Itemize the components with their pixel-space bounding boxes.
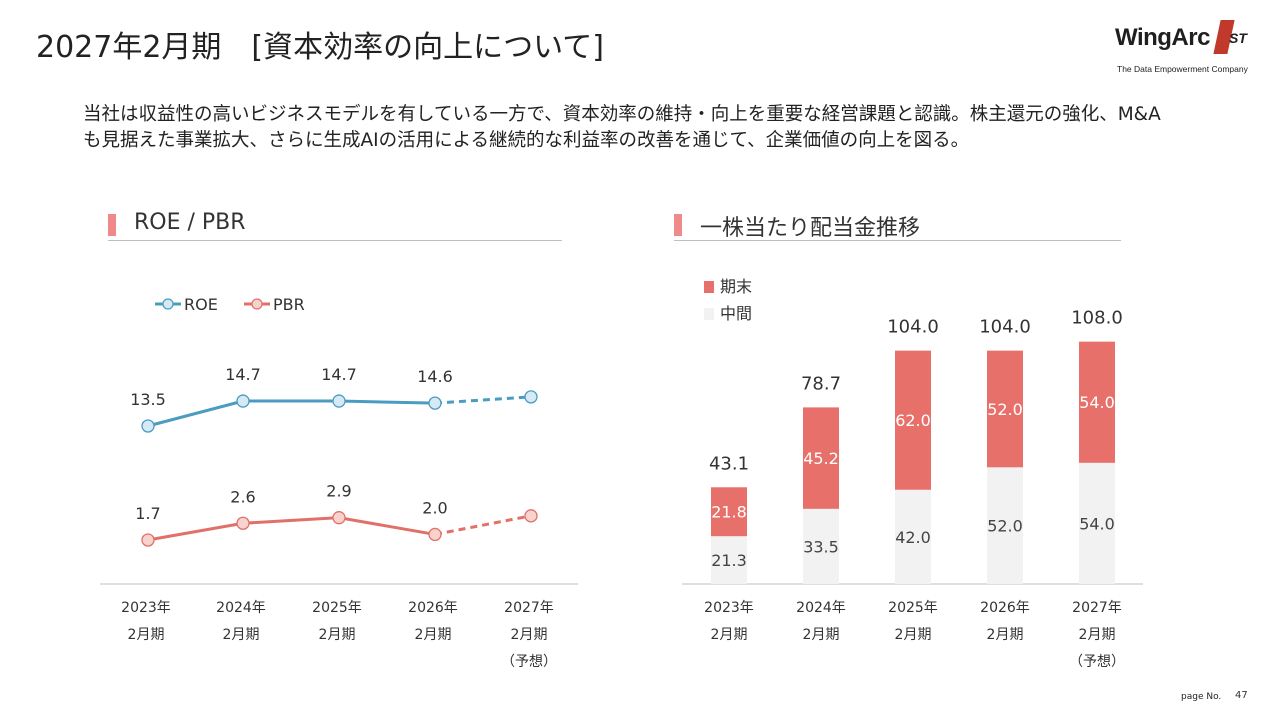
bar-total-label: 104.0 xyxy=(979,317,1031,338)
data-point-pbr xyxy=(428,527,442,542)
x-tick-label: 2月期 xyxy=(987,627,1024,643)
x-tick-label: 2月期 xyxy=(803,627,840,643)
x-tick-label: 2月期 xyxy=(319,627,356,643)
x-tick-label: （予想） xyxy=(1069,654,1125,670)
x-tick-label: 2027年 xyxy=(1072,600,1122,616)
bar-label-interim: 54.0 xyxy=(1079,514,1115,533)
bar-year-end xyxy=(711,487,747,537)
bar-label-interim: 21.3 xyxy=(711,551,747,570)
data-point-roe xyxy=(236,394,250,408)
legend-label-roe: ROE xyxy=(184,295,218,314)
x-tick-label: 2月期 xyxy=(511,627,548,643)
data-label-roe: 13.5 xyxy=(130,390,166,409)
bar-label-year-end: 62.0 xyxy=(895,411,931,430)
dividend-stacked-bar-chart: 21.3 21.8 43.1 33.5 45.2 78.7 42.0 62.0 104.0 52.… xyxy=(682,277,1143,670)
forecast-line-pbr xyxy=(434,514,532,536)
legend-swatch-year-end xyxy=(704,281,714,293)
data-point-roe xyxy=(524,390,538,404)
x-tick-label: 2025年 xyxy=(888,600,938,616)
bar-label-interim: 33.5 xyxy=(803,537,839,556)
data-label-roe: 14.7 xyxy=(321,365,357,384)
legend-label-year-end: 期末 xyxy=(720,277,752,296)
roe-pbr-line-chart: 13.5 14.7 14.7 14.6 1.7 2.6 2.9 2.0 ROE PBR 2023年 2… xyxy=(100,295,578,670)
data-point-roe xyxy=(332,394,346,408)
x-tick-label: 2026年 xyxy=(408,600,458,616)
legend-marker-roe xyxy=(162,298,174,310)
data-label-roe: 14.6 xyxy=(417,367,453,386)
bar-interim xyxy=(895,489,931,584)
x-tick-label: 2025年 xyxy=(312,600,362,616)
intro-paragraph: 当社は収益性の高いビジネスモデルを有している一方で、資本効率の維持・向上を重要な… xyxy=(83,104,1161,151)
bar-interim xyxy=(987,467,1023,584)
x-tick-label: 2月期 xyxy=(415,627,452,643)
x-tick-label: 2月期 xyxy=(1079,627,1116,643)
roe-pbr-section-header: ROE / PBR xyxy=(108,210,562,241)
bar-label-year-end: 45.2 xyxy=(803,449,839,468)
legend-marker-pbr xyxy=(251,298,263,310)
dividend-section-header: 一株当たり配当金推移 xyxy=(674,210,1121,241)
series-line-pbr xyxy=(147,516,436,542)
data-point-pbr xyxy=(332,511,346,525)
data-label-roe: 14.7 xyxy=(225,365,261,384)
x-tick-label: 2月期 xyxy=(128,627,165,643)
legend-label-pbr: PBR xyxy=(273,295,305,314)
bar-label-year-end: 21.8 xyxy=(711,503,747,522)
bar-year-end xyxy=(987,350,1023,468)
page-number: 47 xyxy=(1235,690,1248,701)
data-label-pbr: 2.6 xyxy=(230,487,255,506)
dividend-section-title: 一株当たり配当金推移 xyxy=(700,216,921,241)
bar-year-end xyxy=(803,407,839,509)
page-number-label: page No. xyxy=(1181,692,1222,702)
bar-label-interim: 42.0 xyxy=(895,528,931,547)
data-point-roe xyxy=(141,419,155,433)
section-marker xyxy=(108,214,116,236)
x-tick-label: 2月期 xyxy=(895,627,932,643)
data-label-pbr: 2.9 xyxy=(326,482,351,501)
bar-total-label: 108.0 xyxy=(1071,308,1123,329)
logo-tagline: The Data Empowerment Company xyxy=(1117,64,1248,74)
bar-total-label: 78.7 xyxy=(801,373,841,394)
forecast-line-roe xyxy=(434,395,532,405)
x-tick-label: 2027年 xyxy=(504,600,554,616)
x-tick-label: 2024年 xyxy=(216,600,266,616)
logo-wordmark: WingArc xyxy=(1115,24,1210,51)
legend-label-interim: 中間 xyxy=(720,304,752,323)
bar-interim xyxy=(803,508,839,584)
roe-pbr-section-title: ROE / PBR xyxy=(134,210,246,235)
x-tick-label: 2023年 xyxy=(121,600,171,616)
data-point-pbr xyxy=(524,509,538,523)
data-label-pbr: 1.7 xyxy=(135,504,160,523)
data-point-pbr xyxy=(141,533,155,547)
bar-interim xyxy=(711,536,747,584)
x-tick-label: 2月期 xyxy=(223,627,260,643)
company-logo: WingArc ST The Data Empowerment Company xyxy=(1115,20,1255,74)
x-tick-label: 2月期 xyxy=(711,627,748,643)
series-line-roe xyxy=(147,399,436,428)
legend-swatch-interim xyxy=(704,308,714,320)
data-point-roe xyxy=(428,396,442,410)
data-point-pbr xyxy=(236,516,250,530)
bar-year-end xyxy=(1079,341,1115,463)
bar-label-interim: 52.0 xyxy=(987,517,1023,536)
logo-superscript: ST xyxy=(1229,30,1247,46)
data-label-pbr: 2.0 xyxy=(422,498,447,517)
bar-label-year-end: 54.0 xyxy=(1079,393,1115,412)
bar-total-label: 43.1 xyxy=(709,453,749,474)
bar-year-end xyxy=(895,350,931,490)
bar-interim xyxy=(1079,462,1115,584)
section-marker xyxy=(674,214,682,236)
page-title: 2027年2月期 [資本効率の向上について] xyxy=(36,30,604,65)
bar-label-year-end: 52.0 xyxy=(987,400,1023,419)
x-tick-label: 2026年 xyxy=(980,600,1030,616)
bar-total-label: 104.0 xyxy=(887,317,939,338)
x-tick-label: 2024年 xyxy=(796,600,846,616)
x-tick-label: 2023年 xyxy=(704,600,754,616)
x-tick-label: （予想） xyxy=(501,654,557,670)
